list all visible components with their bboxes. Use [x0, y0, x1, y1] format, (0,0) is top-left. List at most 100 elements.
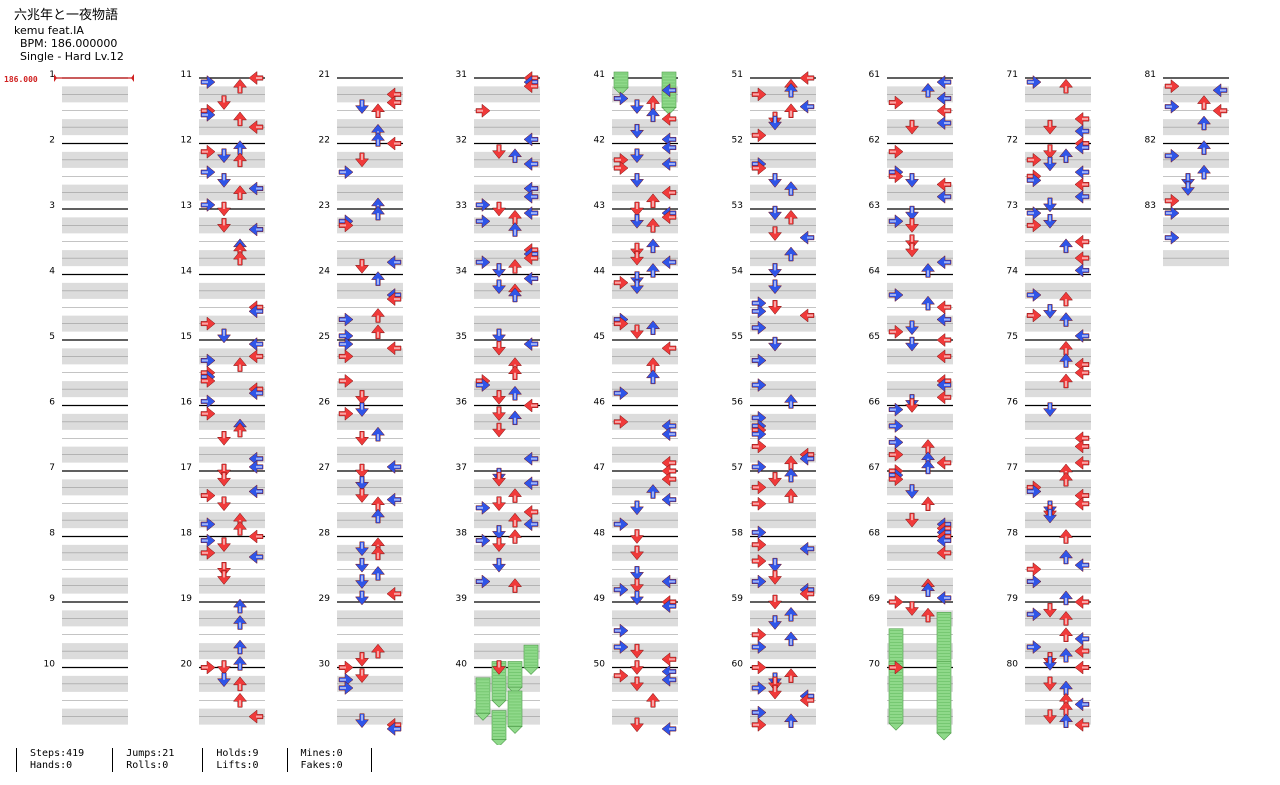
measure-number: 35 [456, 332, 467, 342]
down-arrow-icon [1042, 156, 1058, 172]
measure-number: 12 [181, 136, 192, 146]
measure-number: 78 [1007, 529, 1019, 539]
measure-33: 33 [456, 201, 540, 267]
measure-number: 11 [181, 70, 192, 80]
down-arrow-icon [216, 570, 232, 585]
measure-50: 50 [594, 660, 678, 725]
measure-number: 73 [1007, 201, 1018, 211]
right-arrow-icon [799, 308, 815, 323]
measure-number: 64 [869, 267, 881, 277]
right-arrow-icon [1074, 660, 1090, 675]
right-arrow-icon [936, 75, 952, 90]
up-arrow-icon [1058, 312, 1074, 327]
right-arrow-icon [936, 455, 952, 470]
down-arrow-icon [354, 463, 370, 479]
down-arrow-icon [767, 570, 783, 585]
down-arrow-icon [491, 328, 507, 344]
up-arrow-icon [507, 222, 523, 237]
up-arrow-icon [1058, 610, 1074, 626]
measure-14: 14 [181, 267, 265, 332]
down-arrow-icon [767, 336, 783, 352]
left-arrow-icon [751, 378, 767, 393]
measure-number: 39 [456, 594, 468, 604]
right-arrow-icon [936, 300, 952, 315]
down-arrow-icon [629, 578, 645, 594]
left-arrow-icon [200, 406, 216, 421]
down-arrow-icon [904, 484, 920, 499]
right-arrow-icon [936, 378, 952, 393]
down-arrow-icon [354, 557, 370, 573]
right-arrow-icon [386, 87, 402, 102]
measure-number: 74 [1007, 267, 1019, 277]
measure-number: 41 [594, 70, 605, 80]
left-arrow-icon [1026, 308, 1042, 323]
left-arrow-icon [338, 349, 354, 364]
measure-number: 57 [732, 463, 743, 473]
measure-4: 4 [49, 267, 128, 332]
down-arrow-icon [491, 660, 507, 675]
measure-67: 67 [869, 463, 953, 529]
down-arrow-icon [1042, 304, 1058, 319]
up-arrow-icon [645, 238, 661, 254]
right-arrow-icon [661, 472, 677, 487]
hold-note [936, 661, 952, 741]
right-arrow-icon [523, 398, 539, 413]
up-arrow-icon [232, 615, 248, 630]
down-arrow-icon [1042, 144, 1058, 160]
left-arrow-icon [338, 337, 354, 352]
down-arrow-icon [216, 328, 232, 344]
measure-78: 78 [1007, 529, 1091, 594]
right-arrow-icon [386, 721, 402, 736]
bpm-marker-label: 186.000 [4, 75, 38, 84]
measure-25: 25 [319, 332, 403, 398]
down-arrow-icon [216, 218, 232, 233]
stat-group-jumps: Jumps:21 Rolls:0 [112, 748, 202, 772]
up-arrow-icon [507, 148, 523, 164]
up-arrow-icon [232, 185, 248, 200]
measure-2: 2 [49, 136, 128, 201]
right-arrow-icon [936, 189, 952, 204]
measure-number: 46 [594, 398, 606, 408]
measure-number: 52 [732, 136, 743, 146]
measure-19: 19 [181, 594, 265, 660]
up-arrow-icon [920, 295, 936, 311]
measure-number: 49 [594, 594, 606, 604]
measure-number: 54 [732, 267, 744, 277]
down-arrow-icon [216, 173, 232, 188]
left-arrow-icon [338, 680, 354, 695]
left-arrow-icon [200, 545, 216, 560]
right-arrow-icon [661, 111, 677, 126]
right-arrow-icon [661, 418, 677, 433]
measure-number: 55 [732, 332, 743, 342]
up-arrow-icon [783, 455, 799, 471]
measure-22: 22 [319, 136, 403, 201]
left-arrow-icon [338, 312, 354, 327]
left-arrow-icon [613, 582, 629, 597]
measure-number: 30 [319, 660, 331, 670]
up-arrow-icon [507, 385, 523, 401]
right-arrow-icon [936, 545, 952, 560]
up-arrow-icon [783, 394, 799, 409]
down-arrow-icon [767, 300, 783, 315]
down-arrow-icon [354, 574, 370, 589]
down-arrow-icon [629, 500, 645, 516]
measure-number: 71 [1007, 70, 1018, 80]
right-arrow-icon [661, 463, 677, 479]
right-arrow-icon [1074, 111, 1090, 126]
measure-48: 48 [594, 529, 678, 594]
measure-1: 1 [49, 70, 128, 136]
up-arrow-icon [370, 496, 386, 511]
right-arrow-icon [523, 181, 539, 196]
up-arrow-icon [783, 209, 799, 225]
left-arrow-icon [613, 161, 629, 176]
left-arrow-icon [1164, 206, 1180, 221]
left-arrow-icon [338, 406, 354, 421]
right-arrow-icon [799, 586, 815, 601]
up-arrow-icon [507, 512, 523, 528]
down-arrow-icon [629, 173, 645, 188]
measure-77: 77 [1007, 463, 1091, 529]
measure-26: 26 [319, 398, 403, 463]
right-arrow-icon [248, 709, 264, 724]
down-arrow-icon [354, 590, 370, 606]
left-arrow-icon [888, 435, 904, 450]
